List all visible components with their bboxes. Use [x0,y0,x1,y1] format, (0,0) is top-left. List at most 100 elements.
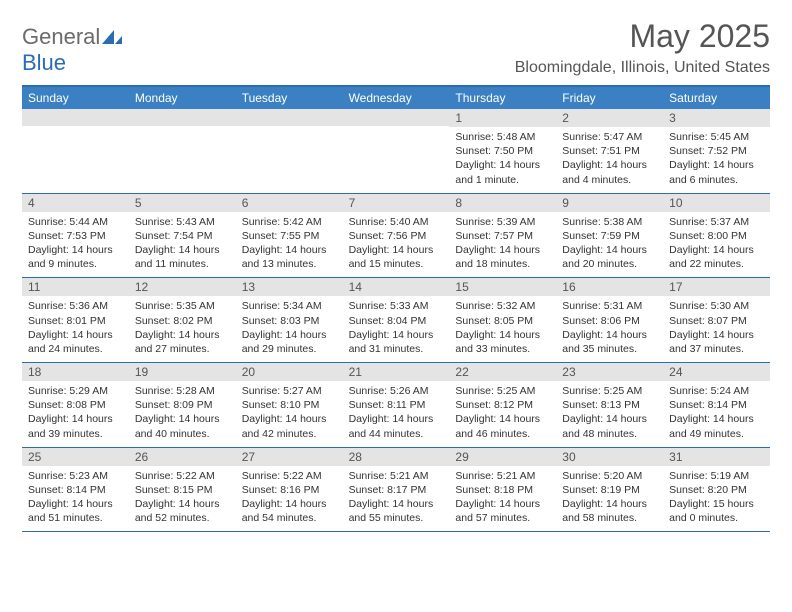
day-cell: 10Sunrise: 5:37 AMSunset: 8:00 PMDayligh… [663,194,770,278]
sunset-text: Sunset: 7:59 PM [562,229,657,243]
daylight-text: Daylight: 14 hours and 1 minute. [455,158,550,186]
sunrise-text: Sunrise: 5:44 AM [28,215,123,229]
day-cell: 16Sunrise: 5:31 AMSunset: 8:06 PMDayligh… [556,278,663,362]
sunrise-text: Sunrise: 5:29 AM [28,384,123,398]
day-body: Sunrise: 5:24 AMSunset: 8:14 PMDaylight:… [663,381,770,441]
day-body: Sunrise: 5:22 AMSunset: 8:16 PMDaylight:… [236,466,343,526]
day-cell: 9Sunrise: 5:38 AMSunset: 7:59 PMDaylight… [556,194,663,278]
sunset-text: Sunset: 8:14 PM [28,483,123,497]
daylight-text: Daylight: 14 hours and 11 minutes. [135,243,230,271]
daylight-text: Daylight: 14 hours and 46 minutes. [455,412,550,440]
dow-sat: Saturday [663,87,770,109]
day-number: 9 [556,194,663,212]
day-number: 8 [449,194,556,212]
logo-text-2: Blue [22,50,66,75]
day-number: 14 [343,278,450,296]
day-body: Sunrise: 5:33 AMSunset: 8:04 PMDaylight:… [343,296,450,356]
day-body: Sunrise: 5:30 AMSunset: 8:07 PMDaylight:… [663,296,770,356]
day-number: 22 [449,363,556,381]
sunrise-text: Sunrise: 5:20 AM [562,469,657,483]
day-cell [22,109,129,193]
sunset-text: Sunset: 8:07 PM [669,314,764,328]
dow-sun: Sunday [22,87,129,109]
day-body: Sunrise: 5:39 AMSunset: 7:57 PMDaylight:… [449,212,556,272]
day-body: Sunrise: 5:38 AMSunset: 7:59 PMDaylight:… [556,212,663,272]
day-body: Sunrise: 5:23 AMSunset: 8:14 PMDaylight:… [22,466,129,526]
day-body: Sunrise: 5:34 AMSunset: 8:03 PMDaylight:… [236,296,343,356]
sunset-text: Sunset: 8:08 PM [28,398,123,412]
day-cell: 27Sunrise: 5:22 AMSunset: 8:16 PMDayligh… [236,448,343,532]
sunset-text: Sunset: 8:12 PM [455,398,550,412]
daylight-text: Daylight: 14 hours and 15 minutes. [349,243,444,271]
day-body: Sunrise: 5:43 AMSunset: 7:54 PMDaylight:… [129,212,236,272]
sunset-text: Sunset: 8:09 PM [135,398,230,412]
day-body: Sunrise: 5:21 AMSunset: 8:18 PMDaylight:… [449,466,556,526]
day-cell: 21Sunrise: 5:26 AMSunset: 8:11 PMDayligh… [343,363,450,447]
sunset-text: Sunset: 8:04 PM [349,314,444,328]
daylight-text: Daylight: 14 hours and 57 minutes. [455,497,550,525]
sail-icon [102,24,122,50]
day-number: 11 [22,278,129,296]
day-number: 16 [556,278,663,296]
day-cell: 22 Sunrise: 5:25 AMSunset: 8:12 PMDayligh… [449,363,556,447]
day-body: Sunrise: 5:40 AMSunset: 7:56 PMDaylight:… [343,212,450,272]
calendar: Sunday Monday Tuesday Wednesday Thursday… [22,85,770,532]
day-of-week-header: Sunday Monday Tuesday Wednesday Thursday… [22,87,770,109]
header: General Blue May 2025 Bloomingdale, Illi… [22,18,770,77]
sunrise-text: Sunrise: 5:21 AM [455,469,550,483]
day-number: 30 [556,448,663,466]
day-cell: 20Sunrise: 5:27 AMSunset: 8:10 PMDayligh… [236,363,343,447]
day-cell: 13Sunrise: 5:34 AMSunset: 8:03 PMDayligh… [236,278,343,362]
sunset-text: Sunset: 8:11 PM [349,398,444,412]
day-cell: 5Sunrise: 5:43 AMSunset: 7:54 PMDaylight… [129,194,236,278]
day-cell: 31Sunrise: 5:19 AMSunset: 8:20 PMDayligh… [663,448,770,532]
sunset-text: Sunset: 7:52 PM [669,144,764,158]
daylight-text: Daylight: 14 hours and 22 minutes. [669,243,764,271]
daylight-text: Daylight: 14 hours and 54 minutes. [242,497,337,525]
day-number: 31 [663,448,770,466]
daylight-text: Daylight: 14 hours and 13 minutes. [242,243,337,271]
day-body: Sunrise: 5:37 AMSunset: 8:00 PMDaylight:… [663,212,770,272]
daylight-text: Daylight: 14 hours and 51 minutes. [28,497,123,525]
daylight-text: Daylight: 14 hours and 58 minutes. [562,497,657,525]
day-body: Sunrise: 5:28 AMSunset: 8:09 PMDaylight:… [129,381,236,441]
day-number: 2 [556,109,663,127]
day-body: Sunrise: 5:27 AMSunset: 8:10 PMDaylight:… [236,381,343,441]
day-body [236,126,343,129]
day-cell: 26Sunrise: 5:22 AMSunset: 8:15 PMDayligh… [129,448,236,532]
day-body: Sunrise: 5:45 AMSunset: 7:52 PMDaylight:… [663,127,770,187]
day-number [236,109,343,126]
sunset-text: Sunset: 8:14 PM [669,398,764,412]
sunrise-text: Sunrise: 5:25 AM [455,384,550,398]
sunrise-text: Sunrise: 5:32 AM [455,299,550,313]
day-cell: 2Sunrise: 5:47 AMSunset: 7:51 PMDaylight… [556,109,663,193]
day-body: Sunrise: 5:21 AMSunset: 8:17 PMDaylight:… [343,466,450,526]
daylight-text: Daylight: 14 hours and 42 minutes. [242,412,337,440]
day-cell: 25Sunrise: 5:23 AMSunset: 8:14 PMDayligh… [22,448,129,532]
day-body: Sunrise: 5:36 AMSunset: 8:01 PMDaylight:… [22,296,129,356]
sunset-text: Sunset: 7:55 PM [242,229,337,243]
sunset-text: Sunset: 8:02 PM [135,314,230,328]
day-body: Sunrise: 5:31 AMSunset: 8:06 PMDaylight:… [556,296,663,356]
day-cell: 7Sunrise: 5:40 AMSunset: 7:56 PMDaylight… [343,194,450,278]
day-number: 23 [556,363,663,381]
day-number: 24 [663,363,770,381]
day-body: Sunrise: 5:48 AMSunset: 7:50 PMDaylight:… [449,127,556,187]
location: Bloomingdale, Illinois, United States [515,59,770,77]
day-number: 20 [236,363,343,381]
day-cell: 18Sunrise: 5:29 AMSunset: 8:08 PMDayligh… [22,363,129,447]
day-number: 6 [236,194,343,212]
sunrise-text: Sunrise: 5:30 AM [669,299,764,313]
day-number: 29 [449,448,556,466]
day-cell: 15Sunrise: 5:32 AMSunset: 8:05 PMDayligh… [449,278,556,362]
daylight-text: Daylight: 14 hours and 20 minutes. [562,243,657,271]
day-number: 17 [663,278,770,296]
day-body: Sunrise: 5:44 AMSunset: 7:53 PMDaylight:… [22,212,129,272]
daylight-text: Daylight: 14 hours and 24 minutes. [28,328,123,356]
day-body: Sunrise: 5:25 AMSunset: 8:13 PMDaylight:… [556,381,663,441]
week-row: 4Sunrise: 5:44 AMSunset: 7:53 PMDaylight… [22,194,770,279]
daylight-text: Daylight: 14 hours and 37 minutes. [669,328,764,356]
daylight-text: Daylight: 15 hours and 0 minutes. [669,497,764,525]
week-row: 25Sunrise: 5:23 AMSunset: 8:14 PMDayligh… [22,448,770,533]
sunset-text: Sunset: 8:20 PM [669,483,764,497]
